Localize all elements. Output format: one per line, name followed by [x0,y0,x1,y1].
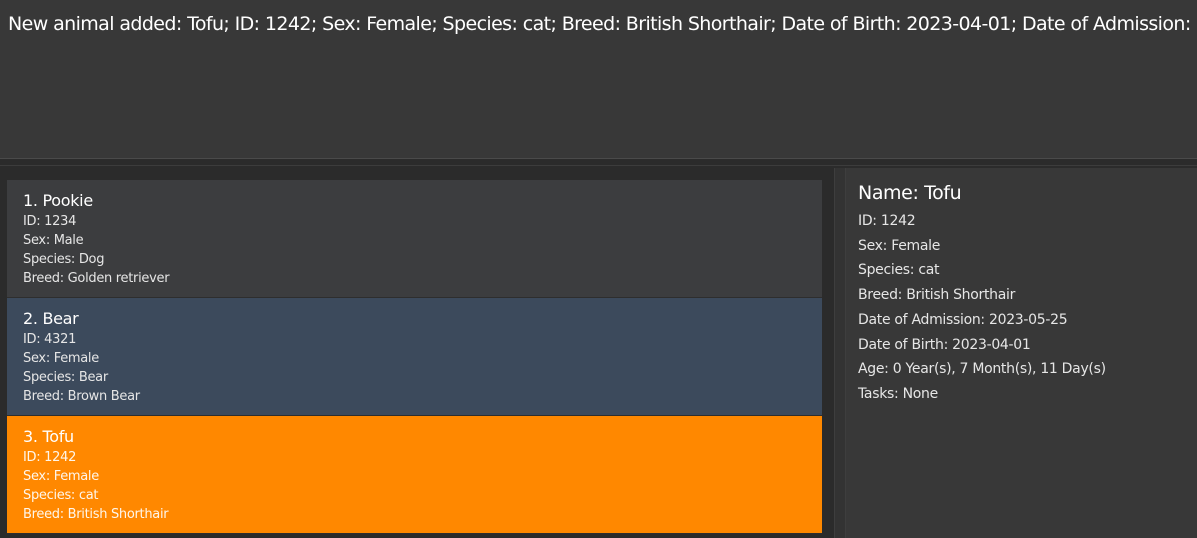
animal-card-breed: Breed: Golden retriever [23,271,170,286]
result-message: New animal added: Tofu; ID: 1242; Sex: F… [8,13,1197,35]
animal-detail-panel: Name: Tofu ID: 1242 Sex: Female Species:… [846,168,1197,538]
animal-card-tofu-selected[interactable]: 3. Tofu ID: 1242 Sex: Female Species: ca… [7,416,822,534]
animal-card-species: Species: cat [23,488,99,503]
detail-breed: Breed: British Shorthair [858,287,1016,304]
animal-card-breed: Breed: British Shorthair [23,507,169,522]
detail-species: Species: cat [858,262,940,279]
animal-list-panel: 1. Pookie ID: 1234 Sex: Male Species: Do… [0,168,834,538]
animal-card-bear[interactable]: 2. Bear ID: 4321 Sex: Female Species: Be… [7,298,822,416]
detail-age: Age: 0 Year(s), 7 Month(s), 11 Day(s) [858,361,1106,378]
detail-name: Name: Tofu [858,182,962,204]
animal-card-title: 2. Bear [23,309,79,328]
detail-sex: Sex: Female [858,237,941,254]
split-divider[interactable] [0,158,1197,166]
panel-splitter[interactable] [834,168,846,538]
result-display: New animal added: Tofu; ID: 1242; Sex: F… [0,0,1197,158]
detail-admission-date: Date of Admission: 2023-05-25 [858,311,1068,328]
animal-card-species: Species: Dog [23,252,105,267]
animal-card-id: ID: 1234 [23,214,77,229]
animal-card-sex: Sex: Female [23,469,99,484]
animal-list[interactable]: 1. Pookie ID: 1234 Sex: Male Species: Do… [7,180,822,538]
animal-card-species: Species: Bear [23,370,108,385]
animal-card-pookie[interactable]: 1. Pookie ID: 1234 Sex: Male Species: Do… [7,180,822,298]
animal-card-title: 1. Pookie [23,191,93,210]
animal-card-sex: Sex: Male [23,233,84,248]
animal-card-breed: Breed: Brown Bear [23,389,140,404]
animal-card-sex: Sex: Female [23,351,99,366]
detail-id: ID: 1242 [858,213,916,229]
detail-tasks: Tasks: None [858,385,938,402]
animal-card-id: ID: 1242 [23,450,77,465]
animal-card-id: ID: 4321 [23,332,77,347]
detail-birth-date: Date of Birth: 2023-04-01 [858,336,1031,353]
animal-card-title: 3. Tofu [23,427,74,446]
